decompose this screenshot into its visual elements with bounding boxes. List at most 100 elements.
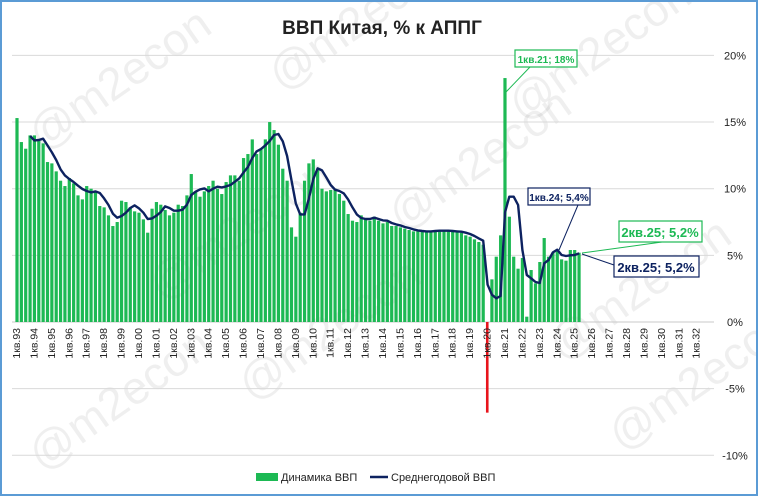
x-tick-label: 1кв.28 bbox=[621, 328, 633, 359]
annotation-2q25-bar: 2кв.25; 5,2% bbox=[621, 225, 699, 240]
y-tick-label: -10% bbox=[722, 450, 748, 462]
gdp-bar bbox=[159, 204, 163, 322]
bars bbox=[15, 78, 581, 413]
gdp-bar bbox=[490, 279, 494, 322]
annotation-box bbox=[514, 49, 578, 68]
x-tick-label: 1кв.04 bbox=[203, 328, 215, 359]
gdp-bar bbox=[346, 214, 350, 322]
gdp-bar bbox=[63, 186, 67, 322]
gdp-bar bbox=[194, 191, 198, 322]
gdp-bar bbox=[385, 222, 389, 322]
gdp-bar bbox=[37, 140, 41, 322]
gdp-bar bbox=[185, 195, 189, 322]
gdp-bar bbox=[564, 260, 568, 322]
gdp-bar bbox=[45, 162, 50, 322]
gdp-bar bbox=[289, 227, 294, 322]
annotation-1q24: 1кв.24; 5,4% bbox=[529, 193, 589, 204]
y-tick-label: 20% bbox=[724, 50, 746, 62]
gdp-bar bbox=[50, 163, 54, 322]
gdp-bar bbox=[533, 283, 538, 322]
gdp-bar bbox=[41, 143, 45, 322]
gdp-bar bbox=[167, 215, 172, 322]
gdp-bar bbox=[472, 239, 477, 322]
gdp-bar bbox=[28, 135, 32, 322]
gdp-bar bbox=[324, 191, 328, 322]
gdp-bar bbox=[503, 78, 507, 322]
gdp-bar bbox=[93, 191, 98, 322]
legend: Динамика ВВП Среднегодовой ВВП bbox=[256, 472, 495, 484]
gdp-bar bbox=[311, 159, 315, 322]
gdp-bar bbox=[198, 196, 202, 322]
gdp-bar bbox=[111, 226, 115, 322]
x-tick-label: 1кв.08 bbox=[272, 328, 284, 359]
x-tick-label: 1кв.01 bbox=[150, 328, 162, 359]
gdp-bar bbox=[420, 231, 424, 322]
annotation-leader bbox=[558, 204, 579, 251]
x-tick-label: 1кв.17 bbox=[429, 328, 441, 359]
gdp-bar bbox=[285, 180, 289, 322]
gdp-bar bbox=[259, 148, 263, 322]
gdp-bar bbox=[272, 130, 276, 322]
gdp-bar bbox=[394, 226, 398, 322]
x-tick-label: 1кв.96 bbox=[63, 328, 75, 359]
gdp-bar bbox=[333, 188, 337, 322]
x-tick-label: 1кв.11 bbox=[325, 328, 337, 358]
chart-title: ВВП Китая, % к АППГ bbox=[282, 18, 482, 39]
y-tick-label: 5% bbox=[727, 250, 743, 262]
gdp-bar bbox=[494, 256, 498, 322]
gdp-bar bbox=[363, 218, 368, 322]
gdp-bar bbox=[320, 188, 324, 322]
gdp-bar bbox=[115, 222, 119, 322]
gdp-bar bbox=[477, 242, 481, 322]
gdp-bar bbox=[246, 154, 250, 322]
gdp-bar bbox=[512, 256, 516, 322]
gdp-bar bbox=[241, 158, 246, 322]
x-tick-label: 1кв.20 bbox=[482, 328, 494, 359]
gdp-bar bbox=[316, 170, 320, 322]
x-tick-label: 1кв.02 bbox=[168, 328, 180, 359]
x-tick-label: 1кв.24 bbox=[551, 328, 563, 359]
gdp-bar bbox=[342, 200, 346, 322]
x-tick-label: 1кв.98 bbox=[98, 328, 110, 359]
gdp-bar bbox=[180, 206, 185, 322]
x-tick-label: 1кв.32 bbox=[691, 328, 703, 359]
gdp-bar bbox=[438, 230, 442, 322]
gdp-bar bbox=[542, 238, 546, 322]
gdp-bar bbox=[220, 194, 224, 322]
annotation-box bbox=[527, 187, 591, 206]
gdp-bar bbox=[368, 220, 372, 322]
x-tick-label: 1кв.27 bbox=[604, 328, 616, 359]
annotation-1q21: 1кв.21; 18% bbox=[518, 55, 575, 66]
average-line bbox=[29, 132, 580, 300]
x-tick-label: 1кв.16 bbox=[412, 328, 424, 359]
gdp-bar bbox=[459, 232, 464, 322]
watermark: @m2econ bbox=[18, 2, 220, 160]
gdp-bar bbox=[529, 270, 533, 322]
gdp-bar bbox=[560, 259, 564, 322]
gdp-bar bbox=[281, 168, 285, 322]
x-tick-label: 1кв.12 bbox=[342, 328, 354, 359]
x-tick-label: 1кв.95 bbox=[46, 328, 58, 359]
gdp-bar bbox=[106, 215, 111, 322]
gdp-bar bbox=[298, 212, 302, 322]
x-tick-label: 1кв.19 bbox=[464, 328, 476, 359]
gdp-bar bbox=[80, 199, 84, 322]
annotation-leader bbox=[581, 253, 615, 266]
gdp-bar bbox=[538, 262, 542, 322]
gdp-bar bbox=[268, 122, 272, 322]
annotation-leader bbox=[505, 66, 531, 93]
x-tick-label: 1кв.13 bbox=[360, 328, 372, 359]
annotation-2q25-line: 2кв.25; 5,2% bbox=[617, 260, 695, 275]
gdp-bar bbox=[555, 251, 559, 322]
y-tick-label: -5% bbox=[725, 384, 745, 396]
gdp-bar bbox=[141, 219, 145, 322]
gdp-bar bbox=[76, 195, 80, 322]
annotations: 1кв.21; 18% 1кв.24; 5,4% 2кв.25; 5,2% 2к… bbox=[505, 49, 703, 278]
y-tick-label: 0% bbox=[727, 317, 743, 329]
gdp-bar bbox=[468, 236, 472, 322]
gdp-bar bbox=[146, 232, 150, 322]
gdp-bar bbox=[85, 186, 89, 322]
gdp-bar bbox=[568, 250, 572, 322]
gdp-bar bbox=[381, 223, 385, 322]
